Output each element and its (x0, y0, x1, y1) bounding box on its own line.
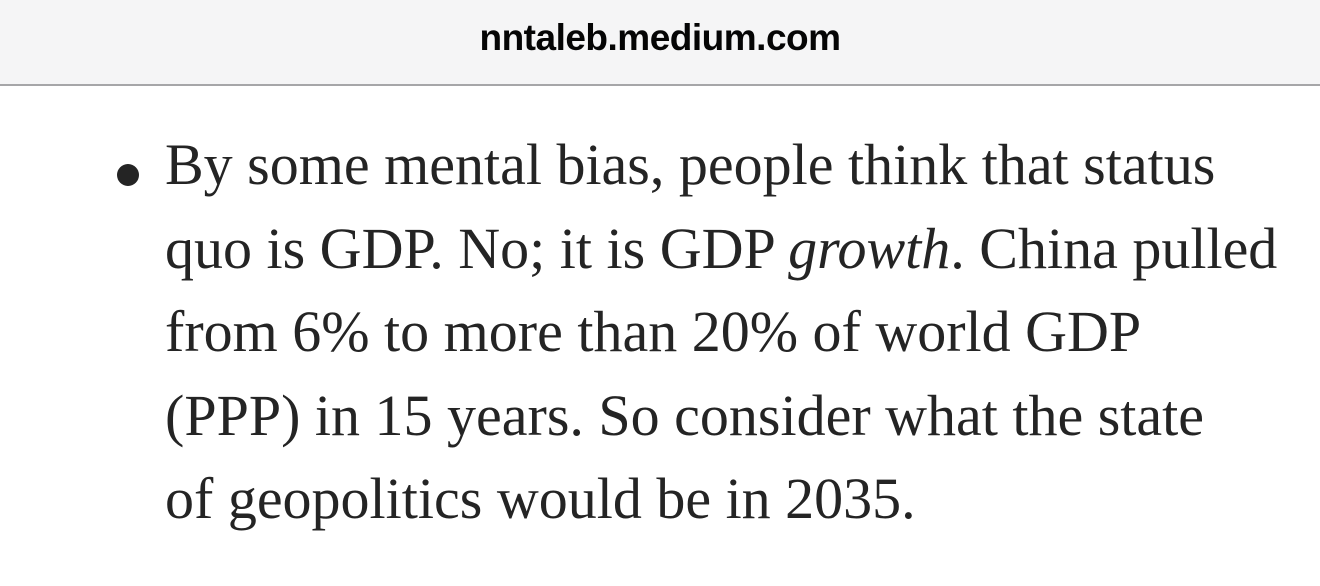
text-line-3: from 6% to more than 20% of world GDP (165, 299, 1142, 364)
text-line-2: quo is GDP. No; it is GDP growth. China … (165, 207, 1320, 291)
article-content: By some mental bias, people think that s… (117, 132, 1277, 531)
text-line-5: of geopolitics would be in 2035. (165, 466, 916, 531)
url-domain-label: nntaleb.medium.com (479, 17, 841, 58)
browser-header: nntaleb.medium.com (0, 0, 1320, 86)
text-line-4: (PPP) in 15 years. So consider what the … (165, 382, 1205, 448)
bullet-item-text: By some mental bias, people think that s… (165, 123, 1320, 541)
url-bar[interactable]: nntaleb.medium.com (479, 17, 841, 59)
text-line-2-pre: quo is GDP. No; it is GDP (165, 215, 789, 281)
text-line-2-italic: growth (788, 215, 951, 281)
text-line-1: By some mental bias, people think that s… (165, 132, 1216, 197)
bullet-icon (117, 164, 139, 186)
text-line-2-post: . China pulled (950, 215, 1278, 281)
